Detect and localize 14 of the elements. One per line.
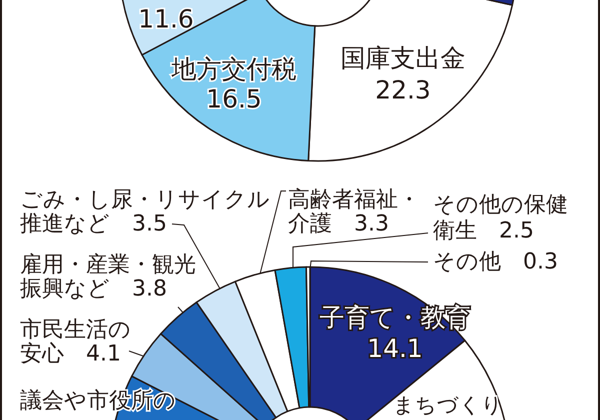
slice-label: 地方交付税: [170, 54, 296, 84]
slice-label: 子育て・教育: [320, 303, 470, 332]
slice-label: 高齢者福祉・介護 3.3: [288, 188, 420, 236]
slice-label: まちづくり: [393, 393, 503, 417]
data-label: 22.3: [375, 76, 431, 104]
slice-label: その他の保健衛生 2.5: [433, 192, 568, 244]
slice-label: その他 0.3: [433, 250, 558, 274]
data-label: 16.5: [206, 84, 262, 114]
data-label: 14.1: [367, 334, 423, 363]
slice-label: 市民生活の安心 4.1: [20, 318, 131, 366]
data-label: 11.6: [138, 4, 194, 34]
slice-label: ごみ・し尿・リサイクル推進など 3.5: [20, 188, 270, 236]
slice-label: 国庫支出金: [340, 44, 466, 72]
slice-label: 雇用・産業・観光振興など 3.8: [20, 252, 196, 302]
